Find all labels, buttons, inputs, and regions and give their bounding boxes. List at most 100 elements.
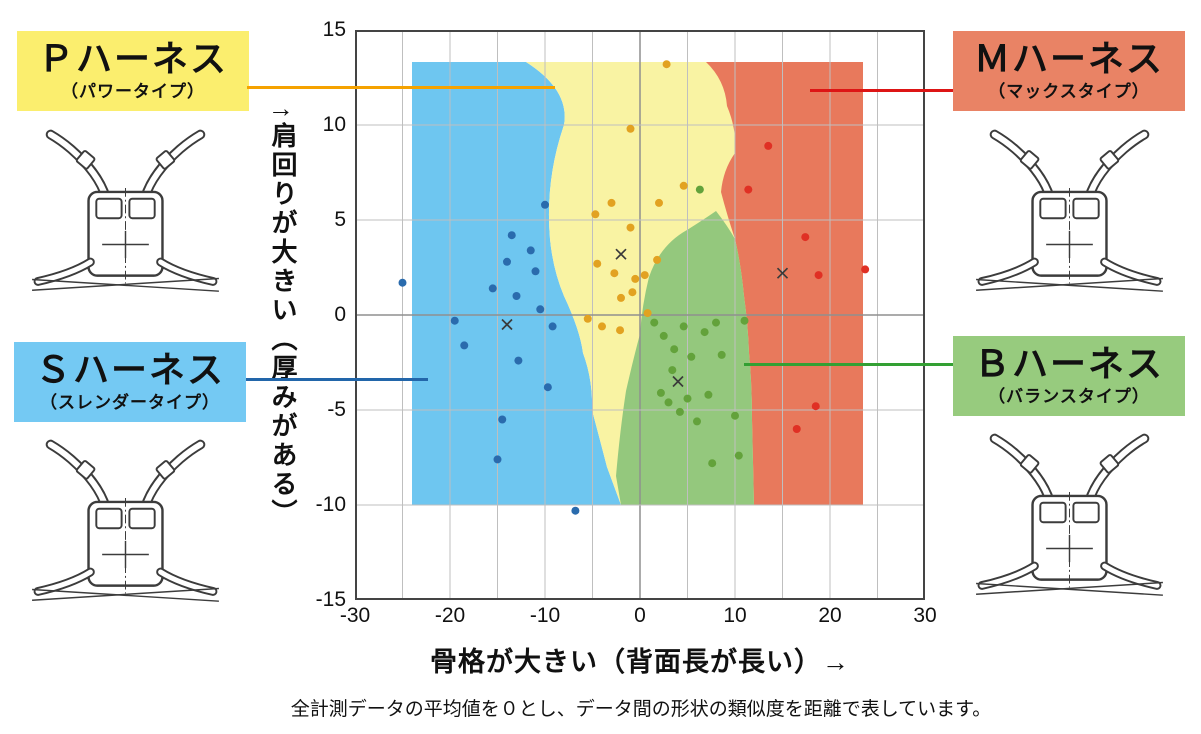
data-point [571, 506, 580, 515]
data-point [670, 345, 679, 354]
data-points-layer [398, 60, 870, 515]
data-point [526, 246, 535, 255]
cluster-regions [412, 62, 863, 505]
data-point [695, 185, 704, 194]
callout-line-S [246, 378, 428, 381]
y-tick-label: 15 [322, 18, 346, 41]
data-point [460, 341, 469, 350]
m-harness-illustration [972, 118, 1167, 298]
x-tick-label: 0 [634, 604, 646, 627]
b-harness-illustration [972, 422, 1167, 602]
data-point [583, 314, 592, 323]
data-point [650, 318, 659, 327]
s-harness-illustration [28, 428, 223, 608]
data-point [668, 366, 677, 375]
data-point [662, 60, 671, 69]
x-tick-label: -20 [434, 604, 466, 627]
x-tick-label: -10 [529, 604, 561, 627]
data-point [543, 383, 552, 392]
legend-M-title: Ｍハーネス [973, 38, 1164, 79]
data-point [744, 185, 753, 194]
data-point [693, 417, 701, 426]
data-point [450, 316, 459, 325]
cluster-center-mark [501, 318, 513, 331]
legend-P: Ｐハーネス （パワータイプ） [17, 31, 249, 111]
data-point [801, 233, 810, 242]
data-point [398, 278, 407, 287]
data-point [712, 318, 720, 327]
data-point [679, 322, 688, 331]
data-point [640, 271, 649, 280]
data-point [764, 141, 773, 150]
data-point [687, 352, 696, 361]
scatter-plot [355, 30, 925, 600]
y-tick-label: -15 [315, 588, 346, 611]
region-b [616, 211, 754, 505]
data-point [593, 259, 602, 268]
plot-border [355, 30, 925, 600]
y-tick-label: -5 [327, 398, 346, 421]
legend-S-title: Ｓハーネス [34, 349, 225, 390]
data-point [679, 181, 688, 190]
data-point [653, 255, 662, 264]
data-point [498, 415, 507, 424]
data-point [659, 331, 668, 340]
legend-M: Ｍハーネス （マックスタイプ） [953, 31, 1185, 111]
data-point [541, 200, 549, 209]
x-tick-label: 20 [818, 604, 842, 627]
legend-B-title: Ｂハーネス [973, 343, 1164, 384]
region-m [706, 62, 863, 505]
data-point [514, 356, 523, 365]
x-tick-label: 10 [723, 604, 747, 627]
legend-M-subtitle: （マックスタイプ） [988, 82, 1150, 101]
legend-P-title: Ｐハーネス [37, 38, 228, 79]
data-point [607, 198, 616, 207]
data-point [626, 223, 635, 232]
chart-area [355, 30, 925, 600]
callout-line-P [247, 86, 555, 89]
data-point [531, 267, 540, 276]
data-point [708, 459, 717, 468]
data-point [493, 455, 502, 464]
data-point [643, 309, 652, 318]
y-tick-label: 5 [334, 208, 346, 231]
figure-caption: 全計測データの平均値を０とし、データ間の形状の類似度を距離で表しています。 [290, 699, 992, 720]
data-point [731, 411, 739, 420]
data-point [591, 210, 600, 219]
region-s [412, 62, 621, 505]
data-point [683, 394, 692, 403]
data-point [512, 292, 521, 300]
data-point [488, 284, 497, 293]
legend-S: Ｓハーネス （スレンダータイプ） [14, 342, 246, 422]
cluster-center-mark [672, 375, 684, 388]
data-point [598, 322, 606, 331]
data-point [704, 390, 713, 399]
data-point [536, 305, 545, 314]
data-point [740, 316, 749, 325]
data-point [656, 388, 665, 397]
x-axis-title: 骨格が大きい（背面長が長い）→ [430, 647, 850, 677]
data-point [616, 326, 625, 335]
data-point [507, 231, 516, 240]
data-point [617, 293, 625, 302]
data-point [503, 257, 511, 266]
data-point [626, 124, 635, 133]
data-point [717, 350, 726, 359]
data-point [700, 328, 709, 337]
y-tick-label: 0 [334, 303, 346, 326]
legend-B-subtitle: （バランスタイプ） [988, 387, 1150, 406]
callout-line-M [810, 89, 953, 92]
x-tick-label: -30 [339, 604, 371, 627]
x-tick-label: 30 [913, 604, 937, 627]
data-point [628, 288, 637, 297]
data-point [631, 274, 640, 283]
y-tick-label: -10 [315, 493, 346, 516]
data-point [734, 451, 743, 460]
p-harness-illustration [28, 118, 223, 298]
data-point [548, 322, 557, 331]
callout-line-B [744, 363, 953, 366]
data-point [675, 407, 684, 416]
data-point [811, 402, 820, 411]
data-point [610, 269, 619, 278]
